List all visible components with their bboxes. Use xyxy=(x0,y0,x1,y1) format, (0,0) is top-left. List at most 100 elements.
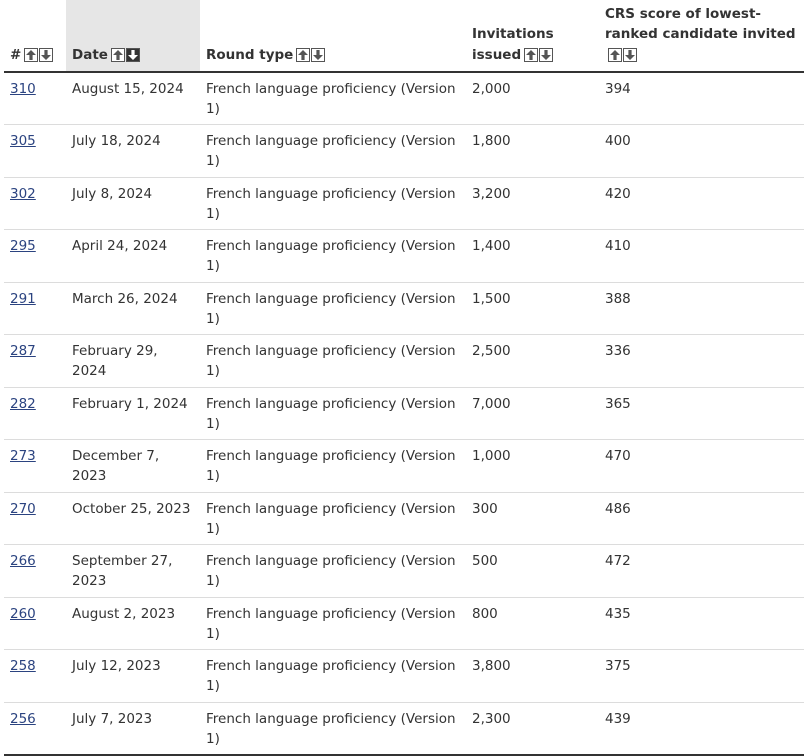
sort-ascending-button[interactable] xyxy=(110,47,125,62)
cell-date: July 18, 2024 xyxy=(66,124,200,178)
cell-round-type: French language proficiency (Version 1) xyxy=(200,439,466,493)
cell-date: February 1, 2024 xyxy=(66,387,200,440)
cell-round-type: French language proficiency (Version 1) xyxy=(200,124,466,178)
table-row: 302 July 8, 2024 French language proficien… xyxy=(4,177,804,230)
cell-crs: 470 xyxy=(599,439,804,493)
sort-ascending-button[interactable] xyxy=(524,47,539,62)
cell-number: 270 xyxy=(4,492,66,545)
arrow-down-icon xyxy=(625,49,635,60)
table-row: 258 July 12, 2023 French language proficie… xyxy=(4,649,804,703)
cell-crs: 400 xyxy=(599,124,804,178)
cell-invitations: 2,300 xyxy=(466,702,599,756)
rounds-table: # Date Round type Invitations issued CRS… xyxy=(4,0,804,756)
sort-descending-button[interactable] xyxy=(539,47,554,62)
sort-descending-button[interactable] xyxy=(623,47,637,62)
cell-date: July 8, 2024 xyxy=(66,177,200,230)
round-number-link[interactable]: 291 xyxy=(10,290,36,307)
arrow-up-icon xyxy=(112,49,123,60)
table-row: 305 July 18, 2024 French language proficie… xyxy=(4,124,804,178)
cell-number: 310 xyxy=(4,72,66,125)
table-row: 287 February 29, 2024 French language prof… xyxy=(4,334,804,388)
cell-crs: 388 xyxy=(599,282,804,335)
sort-controls xyxy=(608,47,637,62)
cell-invitations: 3,800 xyxy=(466,649,599,703)
header-date-label: Date xyxy=(72,46,108,63)
sort-controls xyxy=(296,47,326,62)
cell-round-type: French language proficiency (Version 1) xyxy=(200,387,466,440)
table-row: 273 December 7, 2023 French language profi… xyxy=(4,439,804,493)
cell-number: 260 xyxy=(4,597,66,650)
table-row: 260 August 2, 2023 French language profici… xyxy=(4,597,804,650)
table-row: 256 July 7, 2023 French language proficien… xyxy=(4,702,804,756)
round-number-link[interactable]: 266 xyxy=(10,553,36,569)
cell-invitations: 1,000 xyxy=(466,439,599,493)
round-number-link[interactable]: 258 xyxy=(10,658,36,674)
cell-crs: 486 xyxy=(599,492,804,545)
table-row: 282 February 1, 2024 French language profi… xyxy=(4,387,804,440)
cell-crs: 472 xyxy=(599,544,804,598)
cell-date: March 26, 2024 xyxy=(66,282,200,335)
sort-descending-button[interactable] xyxy=(39,47,54,62)
cell-number: 273 xyxy=(4,439,66,493)
round-number-link[interactable]: 295 xyxy=(10,238,36,254)
cell-number: 287 xyxy=(4,334,66,388)
round-number-link[interactable]: 270 xyxy=(10,500,36,517)
table-row: 291 March 26, 2024 French language profici… xyxy=(4,282,804,335)
round-number-link[interactable]: 273 xyxy=(10,448,36,464)
cell-number: 305 xyxy=(4,124,66,178)
cell-number: 302 xyxy=(4,177,66,230)
sort-ascending-button[interactable] xyxy=(608,47,622,62)
cell-crs: 336 xyxy=(599,334,804,388)
cell-crs: 394 xyxy=(599,72,804,125)
cell-crs: 410 xyxy=(599,229,804,283)
cell-number: 266 xyxy=(4,544,66,598)
round-number-link[interactable]: 260 xyxy=(10,605,36,622)
round-number-link[interactable]: 282 xyxy=(10,395,36,412)
header-number-label: # xyxy=(10,46,22,63)
cell-invitations: 800 xyxy=(466,597,599,650)
cell-invitations: 3,200 xyxy=(466,177,599,230)
cell-crs: 375 xyxy=(599,649,804,703)
header-round-type-label: Round type xyxy=(206,46,294,63)
round-number-link[interactable]: 302 xyxy=(10,185,36,202)
cell-round-type: French language proficiency (Version 1) xyxy=(200,702,466,756)
arrow-down-icon xyxy=(127,49,138,60)
cell-round-type: French language proficiency (Version 1) xyxy=(200,72,466,125)
sort-controls xyxy=(110,47,140,62)
arrow-up-icon xyxy=(526,49,537,60)
round-number-link[interactable]: 305 xyxy=(10,133,36,149)
cell-date: August 15, 2024 xyxy=(66,72,200,125)
cell-round-type: French language proficiency (Version 1) xyxy=(200,177,466,230)
cell-number: 256 xyxy=(4,702,66,756)
round-number-link[interactable]: 287 xyxy=(10,343,36,359)
sort-descending-button[interactable] xyxy=(125,47,140,62)
sort-ascending-button[interactable] xyxy=(296,47,311,62)
sort-ascending-button[interactable] xyxy=(24,47,39,62)
header-row: # Date Round type Invitations issued CRS… xyxy=(4,0,804,73)
sort-descending-button[interactable] xyxy=(311,47,326,62)
round-number-link[interactable]: 310 xyxy=(10,81,36,97)
cell-invitations: 1,800 xyxy=(466,124,599,178)
cell-round-type: French language proficiency (Version 1) xyxy=(200,649,466,703)
cell-invitations: 2,000 xyxy=(466,72,599,125)
cell-number: 258 xyxy=(4,649,66,703)
cell-date: February 29, 2024 xyxy=(66,334,200,388)
cell-date: July 12, 2023 xyxy=(66,649,200,703)
sort-controls xyxy=(524,47,554,62)
cell-invitations: 1,500 xyxy=(466,282,599,335)
cell-invitations: 7,000 xyxy=(466,387,599,440)
header-crs-label: CRS score of lowest-ranked candidate inv… xyxy=(605,5,796,43)
table-row: 270 October 25, 2023 French language profi… xyxy=(4,492,804,545)
cell-date: July 7, 2023 xyxy=(66,702,200,756)
table-row: 310 August 15, 2024 French language profic… xyxy=(4,72,804,125)
header-number: # xyxy=(4,0,66,73)
table-header: # Date Round type Invitations issued CRS… xyxy=(4,0,804,73)
cell-number: 282 xyxy=(4,387,66,440)
cell-date: April 24, 2024 xyxy=(66,229,200,283)
arrow-down-icon xyxy=(541,49,552,60)
cell-round-type: French language proficiency (Version 1) xyxy=(200,282,466,335)
table-row: 295 April 24, 2024 French language profici… xyxy=(4,229,804,283)
round-number-link[interactable]: 256 xyxy=(10,710,36,727)
cell-date: October 25, 2023 xyxy=(66,492,200,545)
header-round-type: Round type xyxy=(200,0,466,73)
